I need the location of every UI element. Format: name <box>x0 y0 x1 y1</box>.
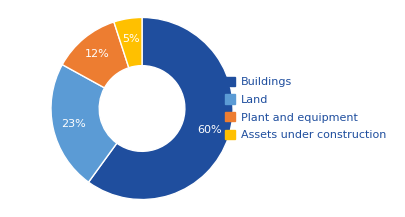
Text: 5%: 5% <box>122 34 139 44</box>
Text: 12%: 12% <box>85 49 109 59</box>
Wedge shape <box>62 22 128 88</box>
Text: 60%: 60% <box>196 125 221 135</box>
Text: 23%: 23% <box>61 119 85 129</box>
Wedge shape <box>51 65 117 182</box>
Legend: Buildings, Land, Plant and equipment, Assets under construction: Buildings, Land, Plant and equipment, As… <box>225 77 385 140</box>
Wedge shape <box>114 17 142 68</box>
Wedge shape <box>88 17 232 200</box>
